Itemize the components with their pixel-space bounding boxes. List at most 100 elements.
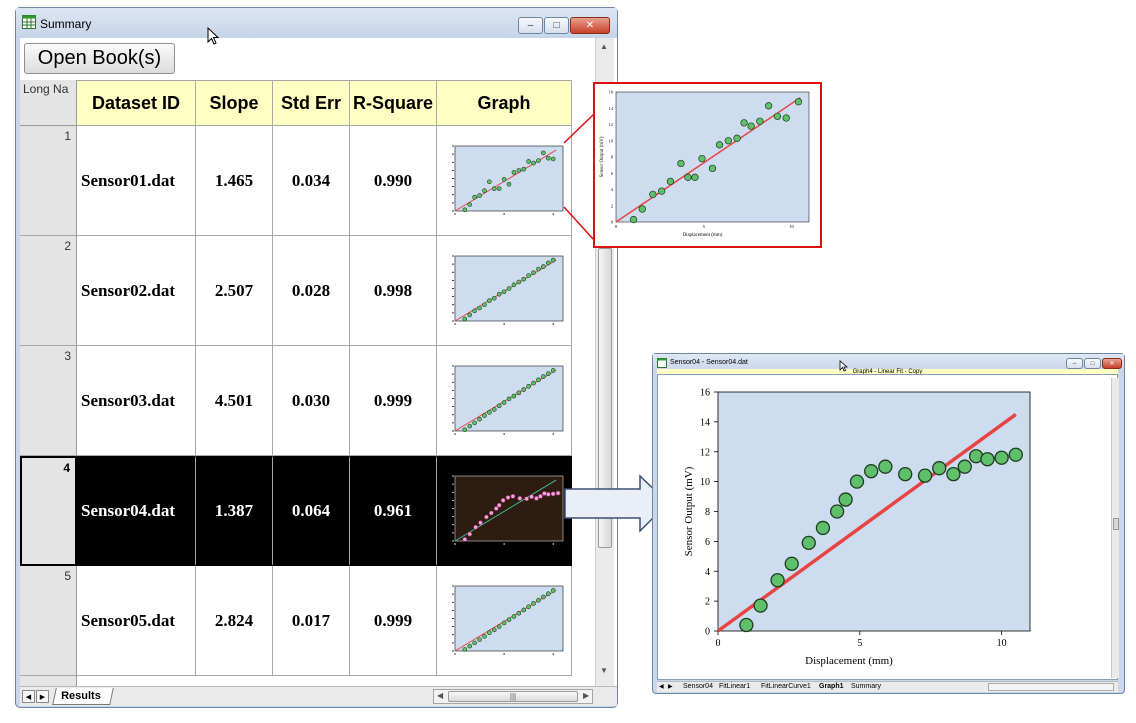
dataset-id-cell[interactable]: Sensor04.dat: [77, 456, 196, 566]
column-header-r-square[interactable]: R-Square: [350, 80, 437, 126]
dataset-id-cell[interactable]: Sensor03.dat: [77, 346, 196, 456]
zoom-data-point: [708, 164, 717, 173]
std-err-cell[interactable]: 0.017: [273, 566, 350, 676]
graph-window: Sensor04 - Sensor04.dat ‒ □ ✕ Graph4 - L…: [652, 353, 1125, 694]
graph-tab-fitlinearcurve1[interactable]: FitLinearCurve1: [761, 683, 811, 690]
column-header-dataset-id[interactable]: Dataset ID: [77, 80, 196, 126]
dataset-id-cell[interactable]: Sensor05.dat: [77, 566, 196, 676]
scrollbar-thumb[interactable]: [598, 248, 612, 548]
column-header-graph[interactable]: Graph: [437, 80, 572, 126]
thumbnail-point: [550, 257, 556, 263]
scroll-right-icon[interactable]: ▶: [583, 691, 590, 700]
thumbnail-point: [505, 495, 511, 500]
slope-cell[interactable]: 4.501: [196, 346, 273, 456]
thumbnail-point: [516, 390, 522, 396]
tab-scroll-left-icon[interactable]: ◀: [659, 684, 664, 690]
data-point: [801, 535, 816, 551]
r-square-cell[interactable]: 0.990: [350, 126, 437, 236]
std-err-cell[interactable]: 0.028: [273, 236, 350, 346]
hscroll-thumb[interactable]: |||: [448, 691, 578, 702]
graph-vertical-scrollbar[interactable]: [1111, 378, 1119, 678]
thumbnail-point: [521, 607, 527, 613]
dataset-id-cell[interactable]: Sensor01.dat: [77, 126, 196, 236]
thumbnail-point: [501, 289, 507, 295]
graph-tab-summary[interactable]: Summary: [851, 683, 881, 690]
row-header[interactable]: 3: [20, 346, 77, 456]
thumbnail-point: [506, 286, 512, 291]
std-err-cell[interactable]: 0.034: [273, 126, 350, 236]
thumbnail-point: [536, 158, 541, 163]
row-header[interactable]: 2: [20, 236, 77, 346]
thumbnail-point: [506, 617, 512, 623]
r-square-cell[interactable]: 0.961: [350, 456, 437, 566]
thumbnail-point: [511, 393, 517, 399]
thumbnail-point: [545, 491, 551, 497]
thumbnail-point: [534, 496, 539, 501]
column-header-slope[interactable]: Slope: [196, 80, 273, 126]
open-books-button[interactable]: Open Book(s): [24, 43, 175, 74]
r-square-cell[interactable]: 0.999: [350, 346, 437, 456]
r-square-cell[interactable]: 0.998: [350, 236, 437, 346]
zoom-data-point: [733, 134, 741, 142]
thumbnail-point: [496, 403, 502, 409]
slope-cell[interactable]: 2.507: [196, 236, 273, 346]
corner-header[interactable]: Long Na: [20, 80, 77, 126]
zoom-y-axis-label: Sensor Output (mV): [600, 136, 605, 177]
std-err-cell[interactable]: 0.030: [273, 346, 350, 456]
slope-cell[interactable]: 1.387: [196, 456, 273, 566]
minimize-button[interactable]: ‒: [518, 17, 543, 34]
fit-line: [716, 412, 1017, 633]
std-err-cell[interactable]: 0.064: [273, 456, 350, 566]
slope-cell[interactable]: 2.824: [196, 566, 273, 676]
graph-tab-fitlinear1[interactable]: FitLinear1: [719, 683, 751, 690]
zoom-y-tick-label: 8: [611, 155, 614, 160]
scroll-left-icon[interactable]: ◀: [437, 691, 444, 700]
data-point: [838, 492, 853, 507]
graph-tab-sensor04[interactable]: Sensor04: [683, 683, 713, 690]
maximize-button[interactable]: □: [544, 17, 569, 34]
row-header[interactable]: 5: [20, 566, 77, 676]
dataset-id-cell[interactable]: Sensor02.dat: [77, 236, 196, 346]
r-square-cell[interactable]: 0.999: [350, 566, 437, 676]
zoom-preview-chart: 0 2 4 6 8 10 12 14 16 0 5 10 Displacement (mm) Sensor…: [600, 90, 810, 238]
title-bar[interactable]: Summary ‒ □ ✕: [16, 8, 617, 38]
tab-scroll-right-button[interactable]: ▶: [36, 690, 49, 703]
thumbnail-point: [538, 494, 543, 499]
tab-scroll-left-button[interactable]: ◀: [22, 690, 35, 703]
zoom-y-tick-label: 6: [611, 171, 614, 176]
graph-tab-graph1[interactable]: Graph1: [819, 683, 844, 690]
graph-horizontal-scrollbar[interactable]: [988, 683, 1114, 691]
thumbnail-point: [467, 643, 473, 649]
graph-maximize-button[interactable]: □: [1084, 358, 1101, 369]
maximize-icon: □: [1090, 360, 1095, 367]
thumbnail-point: [500, 498, 506, 503]
sheet-tab-bar: ◀ ▶ Results ◀ ||| ▶: [20, 686, 617, 706]
row-header[interactable]: 4: [20, 456, 77, 566]
scroll-down-icon[interactable]: ▼: [600, 666, 608, 675]
zoom-x-tick-label: 10: [789, 224, 794, 229]
graph-close-button[interactable]: ✕: [1102, 358, 1122, 369]
scroll-up-icon[interactable]: ▲: [600, 42, 608, 51]
zoom-data-point: [691, 173, 699, 181]
minimize-icon: ‒: [1072, 360, 1077, 367]
tab-scroll-right-icon[interactable]: ▶: [668, 684, 673, 690]
thumbnail-point: [536, 377, 541, 383]
data-point: [829, 504, 845, 519]
thumbnail-point: [550, 491, 556, 497]
thumbnail-point: [526, 604, 531, 610]
thumbnail-point: [545, 155, 551, 161]
column-header-std-err[interactable]: Std Err: [273, 80, 350, 126]
thumbnail-point: [531, 270, 536, 275]
graph-scroll-thumb[interactable]: [1113, 518, 1119, 530]
horizontal-scrollbar[interactable]: ◀ ||| ▶: [433, 689, 593, 704]
graph-minimize-button[interactable]: ‒: [1066, 358, 1083, 369]
row-header[interactable]: 1: [20, 126, 77, 236]
thumbnail-point: [511, 282, 517, 288]
graph-page: 0 2 4 6 8 10 12 14 16 0 5 10 Displacement (mm) Sensor…: [657, 374, 1118, 680]
zoom-preview: 0 2 4 6 8 10 12 14 16 0 5 10 Displacement (mm) Sensor…: [593, 82, 822, 248]
close-button[interactable]: ✕: [570, 17, 610, 34]
slope-cell[interactable]: 1.465: [196, 126, 273, 236]
thumbnail-point: [521, 276, 527, 282]
chevron-right-icon: ▶: [39, 693, 46, 701]
zoom-data-point: [677, 159, 685, 168]
